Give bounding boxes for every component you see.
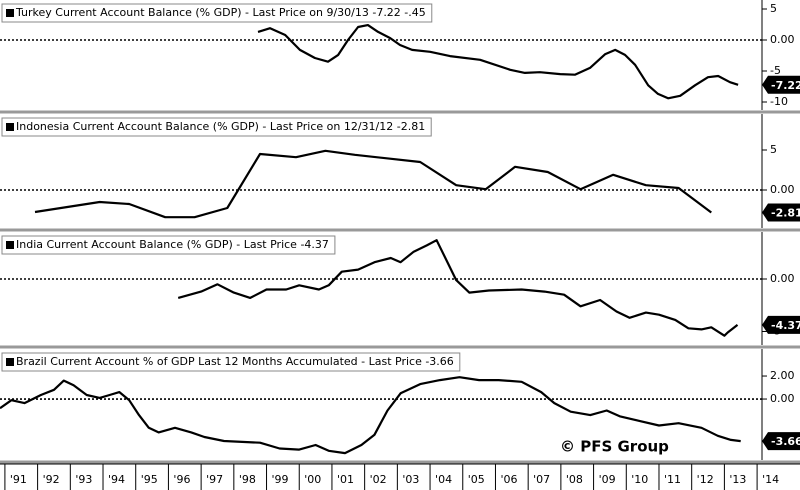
last-price-label: -2.81 [771,206,800,219]
x-tick-label: '93 [75,473,92,486]
y-tick-label: -5 [770,64,781,77]
x-tick-label: '07 [533,473,550,486]
x-tick-label: '98 [239,473,256,486]
panel-title: Turkey Current Account Balance (% GDP) -… [15,6,426,19]
x-tick-label: '14 [762,473,779,486]
x-tick-label: '99 [272,473,289,486]
y-tick-label: 0.00 [770,392,795,405]
x-tick-label: '06 [500,473,517,486]
panel-title: Brazil Current Account % of GDP Last 12 … [16,355,454,368]
last-price-tag [762,315,800,334]
x-tick-label: '96 [173,473,190,486]
x-tick-label: '95 [141,473,158,486]
x-tick-label: '12 [697,473,714,486]
x-tick-label: '05 [468,473,485,486]
title-marker [6,358,14,366]
data-line [0,376,741,455]
title-marker [6,241,14,249]
x-tick-label: '02 [370,473,387,486]
y-tick-label: 0.00 [770,272,795,285]
x-tick-label: '97 [206,473,223,486]
title-box [1,235,336,255]
x-tick-label: '10 [631,473,648,486]
last-price-tag [762,75,800,94]
data-line [257,24,739,100]
y-tick-label: -10 [770,95,788,108]
x-tick-label: '08 [566,473,583,486]
last-price-label: -4.37 [771,319,800,332]
data-line [177,239,739,337]
x-tick-label: '91 [10,473,27,486]
last-price-tag [762,203,800,222]
x-tick-label: '04 [435,473,452,486]
y-tick-label: 2.00 [770,369,795,382]
y-tick-label: 0.00 [770,183,795,196]
x-tick-label: '09 [599,473,616,486]
title-box [1,352,461,372]
x-tick-label: '13 [729,473,746,486]
data-line [34,149,712,219]
watermark: © PFS Group [560,438,669,456]
last-price-tag [762,432,800,451]
panel-title: India Current Account Balance (% GDP) - … [16,238,329,251]
x-tick-label: '01 [337,473,354,486]
y-tick-label: 5 [770,2,777,15]
x-tick-label: '92 [43,473,60,486]
title-marker [6,123,14,131]
title-marker [6,9,14,17]
title-box [1,117,432,137]
x-tick-label: '11 [664,473,681,486]
y-tick-label: 5 [770,143,777,156]
x-tick-label: '94 [108,473,125,486]
x-tick-label: '03 [402,473,419,486]
y-tick-label: 0.00 [770,33,795,46]
panel-title: Indonesia Current Account Balance (% GDP… [16,120,425,133]
x-tick-label: '00 [304,473,321,486]
last-price-label: -3.66 [771,435,800,448]
last-price-label: -7.22 [771,79,800,92]
title-box [1,3,433,23]
